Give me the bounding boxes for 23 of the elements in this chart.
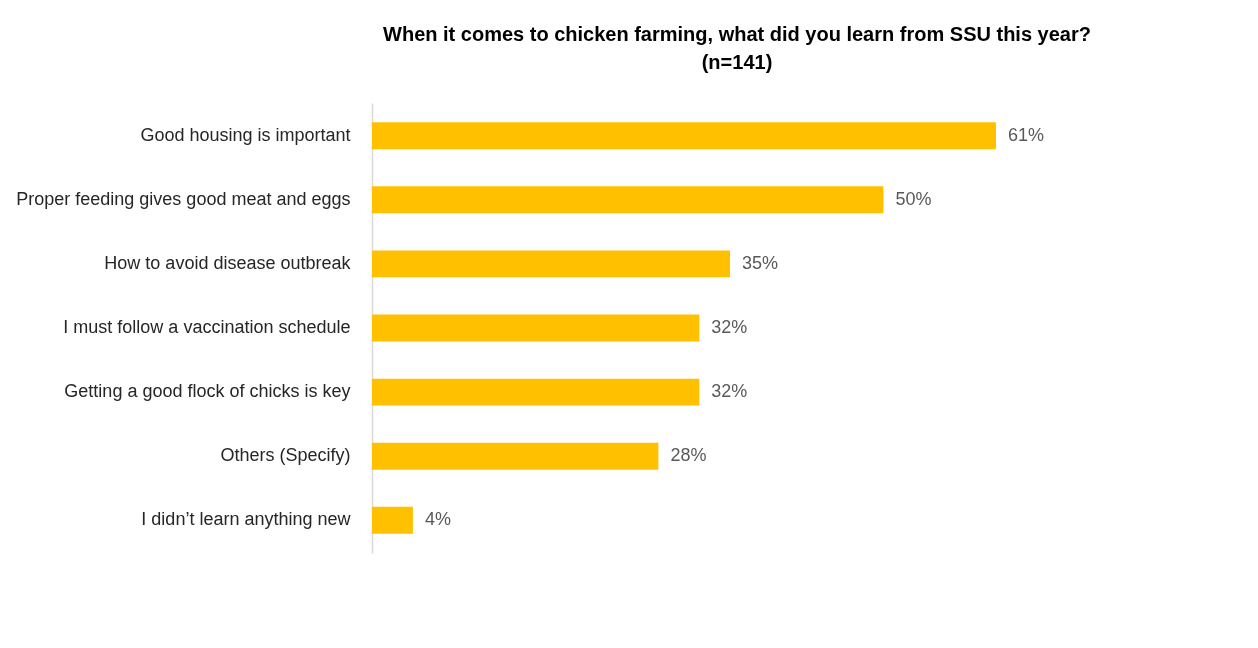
y-tick-label: Getting a good flock of chicks is key bbox=[64, 381, 351, 402]
chart-title: When it comes to chicken farming, what did you learn from SSU this year? bbox=[383, 23, 1091, 45]
data-label: 32% bbox=[711, 317, 748, 337]
bar bbox=[372, 186, 884, 214]
bar bbox=[372, 122, 996, 150]
bar bbox=[372, 314, 700, 342]
y-tick-label: Others (Specify) bbox=[220, 445, 351, 466]
bar bbox=[372, 506, 413, 534]
y-tick-label: Proper feeding gives good meat and eggs bbox=[16, 188, 351, 209]
bar bbox=[372, 250, 730, 278]
data-label: 32% bbox=[711, 381, 748, 402]
y-tick-label: Good housing is important bbox=[140, 124, 351, 145]
data-label: 50% bbox=[895, 188, 932, 209]
y-tick-label: I didn’t learn anything new bbox=[141, 509, 352, 530]
y-tick-label: I must follow a vaccination schedule bbox=[63, 317, 351, 337]
data-label: 61% bbox=[1007, 124, 1044, 145]
data-label: 28% bbox=[670, 445, 707, 466]
chart-subtitle: (n=141) bbox=[701, 51, 773, 73]
bar bbox=[372, 378, 700, 406]
data-label: 35% bbox=[741, 252, 779, 273]
data-label: 4% bbox=[424, 509, 451, 530]
bar bbox=[372, 442, 659, 470]
y-tick-label: How to avoid disease outbreak bbox=[104, 252, 352, 273]
